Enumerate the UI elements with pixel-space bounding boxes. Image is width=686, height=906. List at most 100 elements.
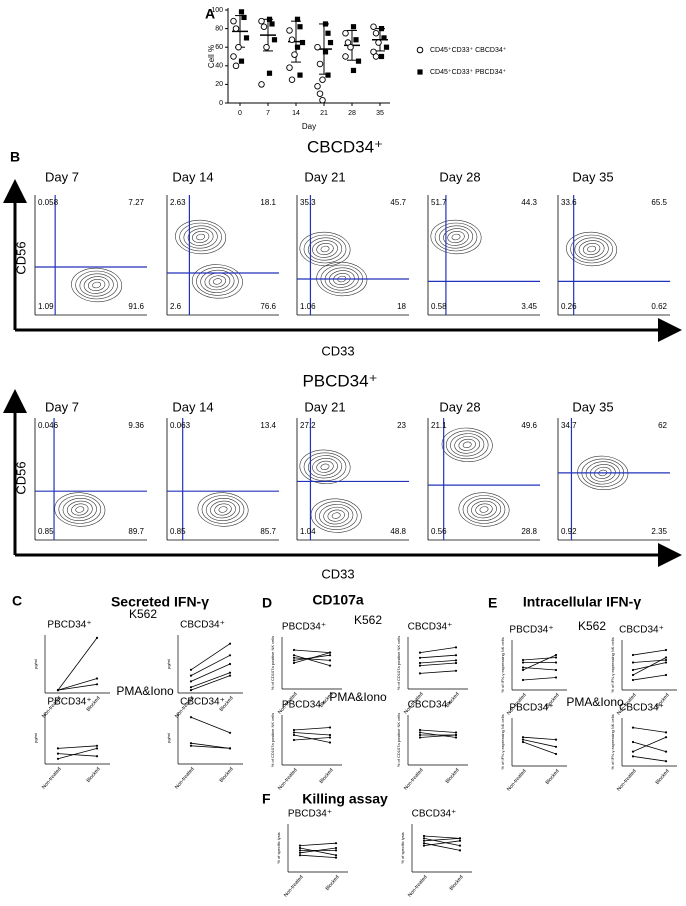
point xyxy=(228,654,232,657)
quadrant-value: 45.7 xyxy=(390,198,406,207)
x-tick-label: Non-treated xyxy=(174,766,196,790)
quadrant-value: 0.92 xyxy=(561,527,577,536)
point xyxy=(297,72,303,78)
point xyxy=(189,689,193,692)
point xyxy=(458,837,462,840)
condition-label: PMA&Iono xyxy=(329,690,387,704)
point xyxy=(454,669,458,672)
y-axis-title: % of CD107a positive NK cells xyxy=(270,713,275,767)
point xyxy=(334,846,338,850)
point xyxy=(298,851,302,854)
contour xyxy=(71,503,89,516)
quadrant-value: 0.58 xyxy=(431,302,447,311)
pair-line xyxy=(419,660,457,664)
plot-title: CBCD34⁺ xyxy=(408,700,453,711)
quadrant-value: 7.27 xyxy=(128,198,144,207)
point xyxy=(322,49,329,55)
x-axis-title: Day xyxy=(302,122,316,131)
point xyxy=(260,23,268,30)
point xyxy=(258,81,265,88)
pair-line xyxy=(57,753,98,757)
y-axis-title: pg/ml xyxy=(33,733,38,743)
plot-title: CBCD34⁺ xyxy=(619,625,664,636)
legend-marker xyxy=(417,69,423,75)
point xyxy=(521,668,525,672)
y-axis-title: % of CD107a positive NK cells xyxy=(396,713,401,767)
quadrant-value: 3.45 xyxy=(521,302,537,311)
contour xyxy=(307,237,343,261)
point xyxy=(372,30,380,37)
contour xyxy=(310,498,362,533)
point xyxy=(418,736,422,739)
quadrant-value: 0.85 xyxy=(170,527,186,536)
day-label: Day 35 xyxy=(572,399,613,414)
pair-line xyxy=(419,647,457,653)
y-axis-title: pg/ml xyxy=(166,659,171,669)
quadrant-value: 1.06 xyxy=(300,302,316,311)
point xyxy=(189,742,193,745)
pair-line xyxy=(293,649,331,653)
contour xyxy=(471,500,497,519)
day-label: Day 28 xyxy=(439,169,480,184)
point xyxy=(521,658,525,662)
point xyxy=(631,750,635,753)
point xyxy=(631,668,635,672)
day-label: Day 7 xyxy=(45,169,79,184)
contour xyxy=(66,500,93,519)
point xyxy=(95,744,99,747)
pair-line xyxy=(522,739,557,748)
contour xyxy=(441,427,493,462)
point xyxy=(422,844,426,847)
x-tick-label: Blocked xyxy=(449,874,465,892)
point xyxy=(294,44,301,50)
pair-line xyxy=(57,637,98,691)
point xyxy=(292,659,296,662)
contour xyxy=(303,452,347,482)
y-tick-label: 60 xyxy=(215,44,223,51)
contour xyxy=(458,492,510,527)
contour xyxy=(589,464,616,482)
pair-line xyxy=(419,729,457,733)
pair-line xyxy=(190,742,231,749)
contour xyxy=(208,275,227,288)
plot-title: PBCD34⁺ xyxy=(282,700,326,711)
point xyxy=(631,678,635,682)
point xyxy=(95,755,99,758)
contour xyxy=(210,500,236,519)
pair-line xyxy=(299,854,337,858)
point xyxy=(328,654,332,657)
point xyxy=(328,664,332,667)
pair-line xyxy=(632,741,667,752)
plot-title: PBCD34⁺ xyxy=(282,622,326,633)
x-tick-label: Non-treated xyxy=(283,874,305,898)
point xyxy=(418,651,422,654)
point xyxy=(294,16,301,22)
point xyxy=(454,731,458,734)
quadrant-value: 62 xyxy=(658,421,667,430)
pair-line xyxy=(190,663,231,682)
point xyxy=(554,661,558,664)
quadrant-value: 44.3 xyxy=(521,198,537,207)
point xyxy=(418,656,422,659)
contour xyxy=(570,234,613,264)
point xyxy=(228,662,232,666)
quadrant-value: 2.63 xyxy=(170,198,186,207)
y-tick-label: 100 xyxy=(211,7,223,14)
day-label: Day 14 xyxy=(172,169,213,184)
point xyxy=(422,842,426,845)
point xyxy=(375,39,382,46)
contour xyxy=(79,273,114,297)
x-tick-label: 7 xyxy=(266,110,270,117)
condition-label: K562 xyxy=(354,613,382,627)
quadrant-value: 91.6 xyxy=(128,302,144,311)
day-label: Day 28 xyxy=(439,399,480,414)
pair-line xyxy=(522,736,557,740)
point xyxy=(554,653,558,657)
point xyxy=(554,668,558,672)
contour xyxy=(324,267,359,291)
panel-title: CD107a xyxy=(312,592,364,608)
quadrant-value: 33.6 xyxy=(561,198,577,207)
point xyxy=(238,58,245,64)
x-tick-label: 14 xyxy=(292,110,300,117)
point xyxy=(314,43,321,51)
